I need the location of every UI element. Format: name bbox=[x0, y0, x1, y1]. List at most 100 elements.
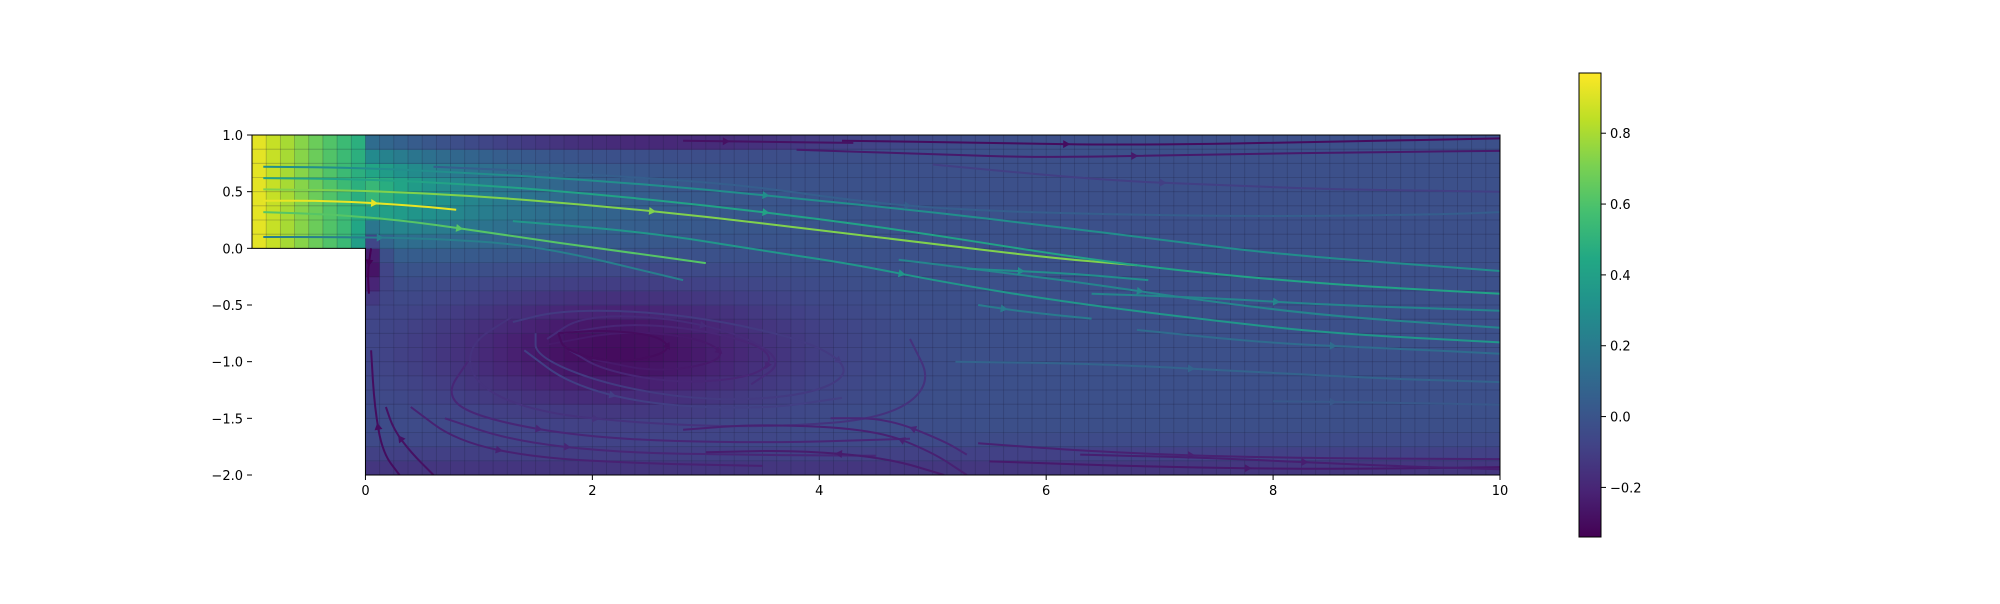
heatmap-cell bbox=[507, 205, 523, 221]
heatmap-cell bbox=[1131, 305, 1147, 320]
heatmap-cell bbox=[946, 390, 962, 405]
heatmap-cell bbox=[1443, 220, 1459, 235]
heatmap-cell bbox=[1131, 220, 1147, 235]
heatmap-cell bbox=[1344, 319, 1359, 334]
heatmap-cell bbox=[833, 460, 849, 475]
heatmap-cell bbox=[790, 234, 806, 249]
heatmap-cell bbox=[1003, 191, 1019, 207]
heatmap-cell bbox=[876, 347, 891, 363]
heatmap-cell bbox=[1372, 248, 1388, 264]
heatmap-cell bbox=[1471, 135, 1487, 150]
heatmap-cell bbox=[861, 404, 877, 419]
heatmap-cell bbox=[464, 262, 480, 278]
x-tick-label: 2 bbox=[588, 484, 596, 499]
heatmap-cell bbox=[1188, 432, 1203, 448]
heatmap-cell bbox=[1003, 432, 1019, 448]
heatmap-cell bbox=[1344, 418, 1359, 434]
heatmap-cell bbox=[748, 432, 764, 448]
heatmap-cell bbox=[1060, 375, 1076, 391]
heatmap-cell bbox=[890, 361, 905, 377]
heatmap-cell bbox=[720, 404, 735, 419]
heatmap-cell bbox=[564, 418, 579, 434]
heatmap-cell bbox=[1457, 220, 1473, 235]
heatmap-cell bbox=[805, 290, 820, 306]
heatmap-cell bbox=[578, 404, 593, 419]
heatmap-cell bbox=[1216, 163, 1232, 179]
heatmap-cell bbox=[790, 177, 806, 193]
heatmap-cell bbox=[1301, 404, 1317, 419]
heatmap-cell bbox=[1202, 333, 1217, 349]
heatmap-cell bbox=[1485, 418, 1500, 434]
heatmap-cell bbox=[634, 205, 650, 221]
x-tick-label: 0 bbox=[361, 484, 369, 499]
heatmap-cell bbox=[450, 404, 466, 419]
heatmap-cell bbox=[464, 276, 480, 292]
heatmap-cell bbox=[1173, 432, 1189, 448]
heatmap-cell bbox=[1372, 305, 1388, 320]
heatmap-cell bbox=[748, 177, 764, 193]
heatmap-cell bbox=[436, 404, 452, 419]
heatmap-cell bbox=[252, 220, 267, 235]
heatmap-cell bbox=[961, 248, 976, 264]
heatmap-cell bbox=[578, 205, 593, 221]
heatmap-cell bbox=[493, 333, 508, 349]
heatmap-cell bbox=[1060, 177, 1076, 193]
heatmap-cell bbox=[1414, 290, 1430, 306]
heatmap-cell bbox=[1414, 163, 1430, 179]
heatmap-cell bbox=[1457, 276, 1473, 292]
streamline-arrow bbox=[398, 435, 406, 444]
heatmap-cell bbox=[805, 220, 820, 235]
heatmap-cell bbox=[1485, 361, 1500, 377]
heatmap-cell bbox=[1372, 375, 1388, 391]
streamline bbox=[263, 177, 1500, 295]
heatmap-cell bbox=[606, 460, 622, 475]
heatmap-cell bbox=[932, 333, 948, 349]
heatmap-cell bbox=[1244, 149, 1260, 164]
heatmap-cell bbox=[564, 347, 579, 363]
heatmap-cell bbox=[1032, 375, 1047, 391]
heatmap-cell bbox=[549, 276, 565, 292]
heatmap-cell bbox=[1159, 234, 1175, 249]
streamline-arrow bbox=[376, 233, 384, 242]
heatmap-cell bbox=[705, 220, 721, 235]
heatmap-cell bbox=[1443, 163, 1459, 179]
streamline-arrow bbox=[909, 425, 918, 434]
heatmap-cell bbox=[422, 432, 437, 448]
heatmap-cell bbox=[1032, 432, 1047, 448]
heatmap-cell bbox=[691, 305, 707, 320]
heatmap-cell bbox=[776, 432, 792, 448]
heatmap-cell bbox=[918, 305, 934, 320]
heatmap-cell bbox=[606, 375, 622, 391]
heatmap-cell bbox=[989, 347, 1005, 363]
heatmap-cell bbox=[1400, 234, 1416, 249]
heatmap-cell bbox=[436, 262, 452, 278]
heatmap-cell bbox=[989, 319, 1005, 334]
heatmap-cell bbox=[734, 262, 749, 278]
heatmap-cell bbox=[1060, 319, 1076, 334]
heatmap-cell bbox=[975, 361, 991, 377]
heatmap-cell bbox=[1173, 276, 1189, 292]
heatmap-cell bbox=[748, 205, 764, 221]
heatmap-cell bbox=[1244, 404, 1260, 419]
heatmap-cell bbox=[408, 460, 423, 475]
heatmap-cell bbox=[918, 347, 934, 363]
heatmap-cell bbox=[634, 135, 650, 150]
heatmap-cell bbox=[1400, 432, 1416, 448]
heatmap-cell bbox=[507, 220, 523, 235]
streamline-arrow bbox=[608, 390, 617, 399]
heatmap-cell bbox=[677, 460, 693, 475]
heatmap-cell bbox=[365, 305, 381, 320]
heatmap-cell bbox=[1386, 135, 1402, 150]
heatmap-cell bbox=[450, 191, 466, 207]
colorbar-tick-label: 0.4 bbox=[1610, 269, 1631, 284]
heatmap-cell bbox=[1287, 333, 1303, 349]
heatmap-cell bbox=[1060, 418, 1076, 434]
heatmap-cell bbox=[606, 191, 622, 207]
heatmap-cell bbox=[337, 191, 352, 207]
streamline bbox=[1136, 328, 1500, 355]
heatmap-cell bbox=[578, 276, 593, 292]
heatmap-cell bbox=[1173, 290, 1189, 306]
heatmap-cell bbox=[805, 305, 820, 320]
heatmap-cell bbox=[606, 177, 622, 193]
heatmap-cell bbox=[408, 205, 423, 221]
